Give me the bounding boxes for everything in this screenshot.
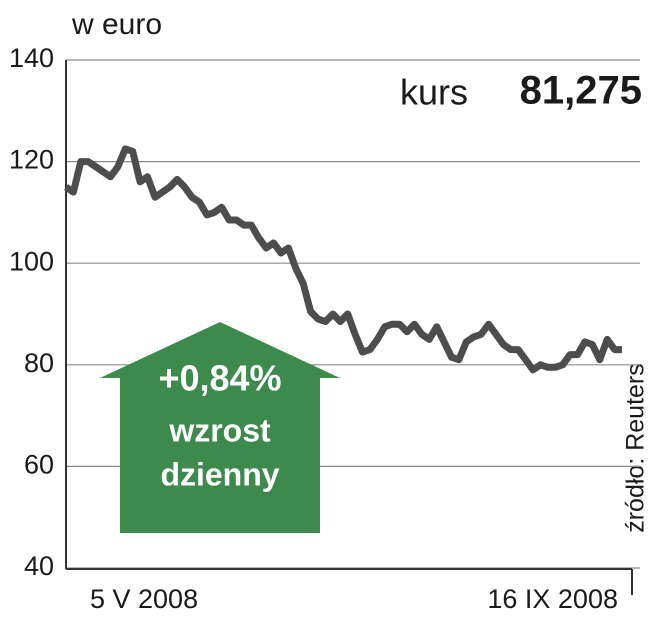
- y-tick-label: 120: [9, 145, 54, 175]
- badge-line2: dzienny: [160, 456, 279, 492]
- source: źródło: Reuters: [622, 363, 650, 533]
- badge-arrow: [100, 322, 340, 533]
- badge-change: +0,84%: [158, 358, 281, 399]
- x-tick-label: 16 IX 2008: [487, 584, 618, 614]
- annotation-value: 81,275: [520, 69, 642, 113]
- badge-line1: wzrost: [168, 412, 271, 448]
- y-tick-label: 60: [24, 450, 54, 480]
- annotation-label: kurs: [400, 72, 468, 113]
- y-tick-label: 100: [9, 246, 54, 276]
- price-line: [64, 145, 622, 374]
- x-tick-label: 5 V 2008: [90, 584, 198, 614]
- y-tick-label: 80: [24, 348, 54, 378]
- y-tick-label: 40: [24, 551, 54, 581]
- y-axis-label: w euro: [71, 8, 162, 41]
- y-tick-label: 140: [9, 43, 54, 73]
